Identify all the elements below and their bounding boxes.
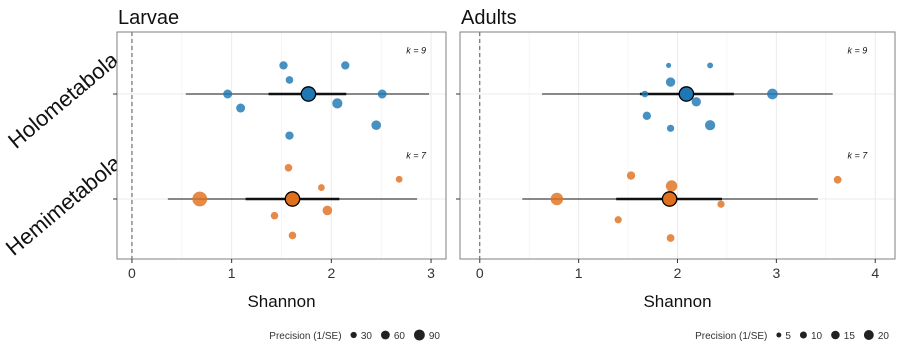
precision-legend: 90 60 30 Precision (1/SE) [269, 329, 441, 342]
data-point [395, 175, 403, 183]
legend-item-symbol [776, 332, 782, 338]
data-point [270, 211, 279, 220]
data-point [285, 76, 294, 84]
data-point [707, 62, 714, 69]
data-point [666, 62, 672, 68]
row-label-holometabola: Holometabola [3, 47, 124, 154]
legend-item-symbol [863, 330, 874, 340]
panel-border [116, 31, 447, 260]
data-point [285, 131, 294, 140]
legend-item-symbol [350, 331, 357, 339]
legend-item-symbol [831, 330, 840, 340]
row-label-group: Holometabola [3, 47, 124, 154]
row-label-hemimetabola: Hemimetabola [1, 150, 126, 261]
panel-larvae: k = 9 k = 7 0 1 2 3 Larvae Shannon 90 60 30 Precisi… [113, 7, 447, 342]
legend-item-symbol [799, 331, 807, 339]
k-label: k = 7 [848, 150, 869, 160]
legend-item-label: 15 [844, 331, 856, 342]
data-point [691, 97, 701, 107]
legend-item-label: 20 [878, 331, 890, 342]
data-point [341, 61, 350, 70]
data-point [322, 205, 333, 216]
data-point [377, 89, 387, 99]
pooled-estimate-point [678, 86, 695, 102]
pooled-estimate-point [661, 191, 678, 207]
legend-item-label: 10 [811, 331, 823, 342]
x-tick-label: 0 [476, 265, 484, 281]
legend-item-label: 60 [394, 331, 406, 342]
data-point [288, 231, 297, 240]
data-point [279, 61, 288, 70]
data-point [666, 234, 675, 242]
x-tick-label: 2 [327, 265, 335, 281]
legend-title: Precision (1/SE) [269, 331, 341, 342]
data-point [641, 90, 649, 98]
data-point [223, 89, 233, 99]
legend-item-label: 5 [785, 331, 791, 342]
x-tick-label: 4 [871, 265, 879, 281]
data-point [717, 200, 725, 208]
x-tick-label: 3 [772, 265, 780, 281]
legend-item-symbol [380, 330, 390, 340]
k-label: k = 7 [406, 150, 427, 160]
k-label: k = 9 [848, 45, 868, 55]
data-point [665, 77, 676, 87]
legend-title: Precision (1/SE) [695, 331, 767, 342]
data-point [665, 180, 678, 192]
data-point [371, 120, 382, 130]
series-holometabola: k = 9 [185, 45, 430, 140]
data-point [236, 103, 246, 113]
panel-title: Larvae [118, 7, 179, 29]
series-holometabola: k = 9 [542, 45, 868, 132]
data-point [833, 175, 842, 184]
row-label-group: Hemimetabola [1, 150, 126, 261]
data-point [767, 88, 778, 100]
data-point [192, 191, 208, 207]
x-tick-label: 1 [575, 265, 583, 281]
x-axis-label: Shannon [643, 292, 711, 311]
series-hemimetabola: k = 7 [167, 150, 427, 240]
x-tick-label: 3 [427, 265, 435, 281]
data-point [626, 171, 636, 180]
data-point [332, 98, 343, 109]
x-tick-label: 0 [128, 265, 136, 281]
x-tick-label: 2 [674, 265, 682, 281]
legend-item-symbol [414, 329, 425, 341]
legend-item-label: 30 [361, 331, 373, 342]
data-point [614, 216, 622, 224]
panel-title: Adults [461, 7, 517, 29]
data-point [284, 164, 293, 172]
data-point [550, 192, 564, 206]
data-point [705, 120, 716, 131]
data-point [666, 124, 675, 132]
series-hemimetabola: k = 7 [522, 150, 869, 242]
pooled-estimate-point [284, 191, 301, 207]
legend-item-label: 90 [429, 331, 441, 342]
data-point [317, 184, 325, 191]
x-tick-label: 1 [228, 265, 236, 281]
pooled-estimate-point [300, 86, 317, 102]
k-label: k = 9 [406, 45, 426, 55]
panel-adults: k = 9 k = 7 0 1 2 3 4 Adults Shannon 20 15 10 5 Preci… [456, 7, 896, 342]
x-axis-label: Shannon [247, 292, 315, 311]
data-point [642, 111, 652, 121]
precision-legend: 20 15 10 5 Precision (1/SE) [695, 330, 889, 342]
